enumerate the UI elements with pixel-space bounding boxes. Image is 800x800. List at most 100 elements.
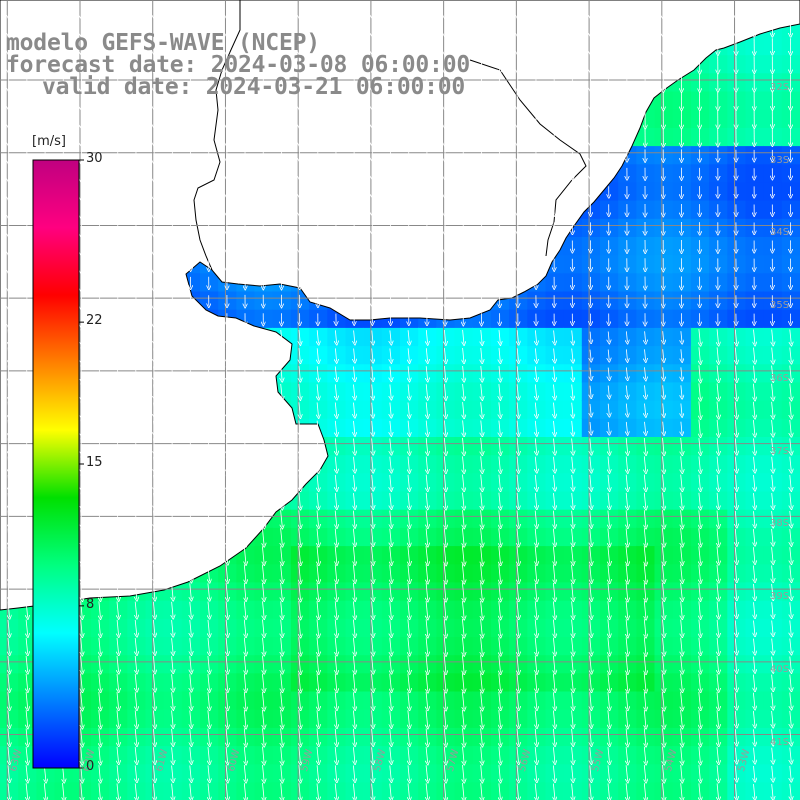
speed-cell	[145, 727, 165, 747]
speed-cell	[181, 618, 201, 637]
speed-cell	[272, 690, 292, 710]
speed-cell	[309, 381, 328, 401]
speed-cell	[636, 309, 656, 328]
speed-cell	[272, 581, 292, 601]
speed-cell	[745, 145, 765, 165]
speed-cell	[18, 690, 37, 710]
speed-cell	[618, 363, 637, 383]
speed-cell	[709, 290, 728, 310]
colorbar-tick-label: 30	[86, 151, 103, 166]
speed-cell	[345, 781, 365, 800]
latitude-label: 41S	[770, 736, 790, 748]
speed-cell	[745, 290, 765, 310]
speed-cell	[454, 745, 474, 765]
speed-cell	[327, 400, 347, 419]
speed-cell	[200, 581, 219, 601]
speed-cell	[200, 690, 219, 710]
speed-cell	[345, 363, 365, 383]
latitude-label: 39S	[770, 591, 790, 603]
speed-cell	[745, 200, 765, 219]
speed-cell	[200, 763, 219, 783]
speed-cell	[345, 672, 365, 692]
speed-cell	[745, 181, 765, 201]
speed-cell	[709, 127, 728, 147]
speed-cell	[418, 363, 437, 383]
speed-cell	[290, 763, 310, 783]
speed-cell	[709, 218, 728, 237]
speed-cell	[436, 454, 456, 474]
speed-cell	[618, 327, 637, 347]
speed-cell	[745, 90, 765, 110]
speed-cell	[200, 654, 219, 674]
speed-cell	[309, 781, 328, 800]
speed-cell	[236, 763, 256, 783]
speed-cell	[400, 381, 419, 401]
speed-cell	[0, 636, 19, 656]
speed-cell	[436, 509, 456, 528]
speed-cell	[400, 636, 419, 656]
speed-cell	[436, 727, 456, 747]
speed-cell	[418, 454, 437, 474]
speed-cell	[290, 309, 310, 328]
speed-cell	[327, 509, 347, 528]
speed-cell	[272, 636, 292, 656]
speed-cell	[400, 690, 419, 710]
speed-cell	[672, 200, 692, 219]
speed-cell	[109, 636, 128, 656]
speed-cell	[381, 545, 401, 565]
speed-cell	[309, 563, 328, 583]
speed-cell	[581, 290, 601, 310]
speed-cell	[418, 381, 437, 401]
speed-cell	[581, 309, 601, 328]
speed-cell	[527, 345, 547, 365]
speed-cell	[654, 109, 674, 128]
speed-cell	[272, 509, 292, 528]
speed-cell	[727, 309, 747, 328]
speed-cell	[618, 200, 637, 219]
speed-cell	[618, 218, 637, 237]
speed-cell	[163, 690, 183, 710]
speed-cell	[200, 272, 219, 292]
speed-cell	[345, 600, 365, 619]
speed-cell	[163, 672, 183, 692]
speed-cell	[309, 545, 328, 565]
speed-cell	[418, 545, 437, 565]
speed-cell	[600, 345, 619, 365]
speed-cell	[363, 727, 383, 747]
speed-cell	[690, 145, 710, 165]
speed-cell	[218, 745, 237, 765]
speed-cell	[327, 363, 347, 383]
speed-cell	[363, 490, 383, 510]
speed-cell	[672, 309, 692, 328]
speed-cell	[363, 545, 383, 565]
speed-cell	[763, 236, 783, 256]
speed-cell	[400, 618, 419, 637]
speed-cell	[109, 672, 128, 692]
speed-cell	[527, 309, 547, 328]
speed-cell	[745, 54, 765, 74]
speed-cell	[0, 618, 19, 637]
speed-cell	[290, 527, 310, 547]
speed-cell	[90, 745, 110, 765]
speed-cell	[363, 363, 383, 383]
speed-cell	[381, 781, 401, 800]
speed-cell	[381, 490, 401, 510]
speed-cell	[327, 436, 347, 456]
speed-cell	[0, 690, 19, 710]
latitude-label: 38S	[770, 518, 790, 530]
speed-cell	[418, 763, 437, 783]
speed-cell	[581, 345, 601, 365]
speed-cell	[727, 72, 747, 92]
speed-cell	[363, 509, 383, 528]
speed-cell	[581, 254, 601, 274]
speed-cell	[254, 727, 274, 747]
speed-cell	[290, 600, 310, 619]
speed-cell	[581, 400, 601, 419]
speed-cell	[563, 236, 583, 256]
speed-cell	[127, 672, 147, 692]
speed-cell	[690, 200, 710, 219]
speed-cell	[309, 654, 328, 674]
speed-cell	[218, 709, 237, 728]
speed-cell	[327, 472, 347, 492]
speed-cell	[272, 600, 292, 619]
